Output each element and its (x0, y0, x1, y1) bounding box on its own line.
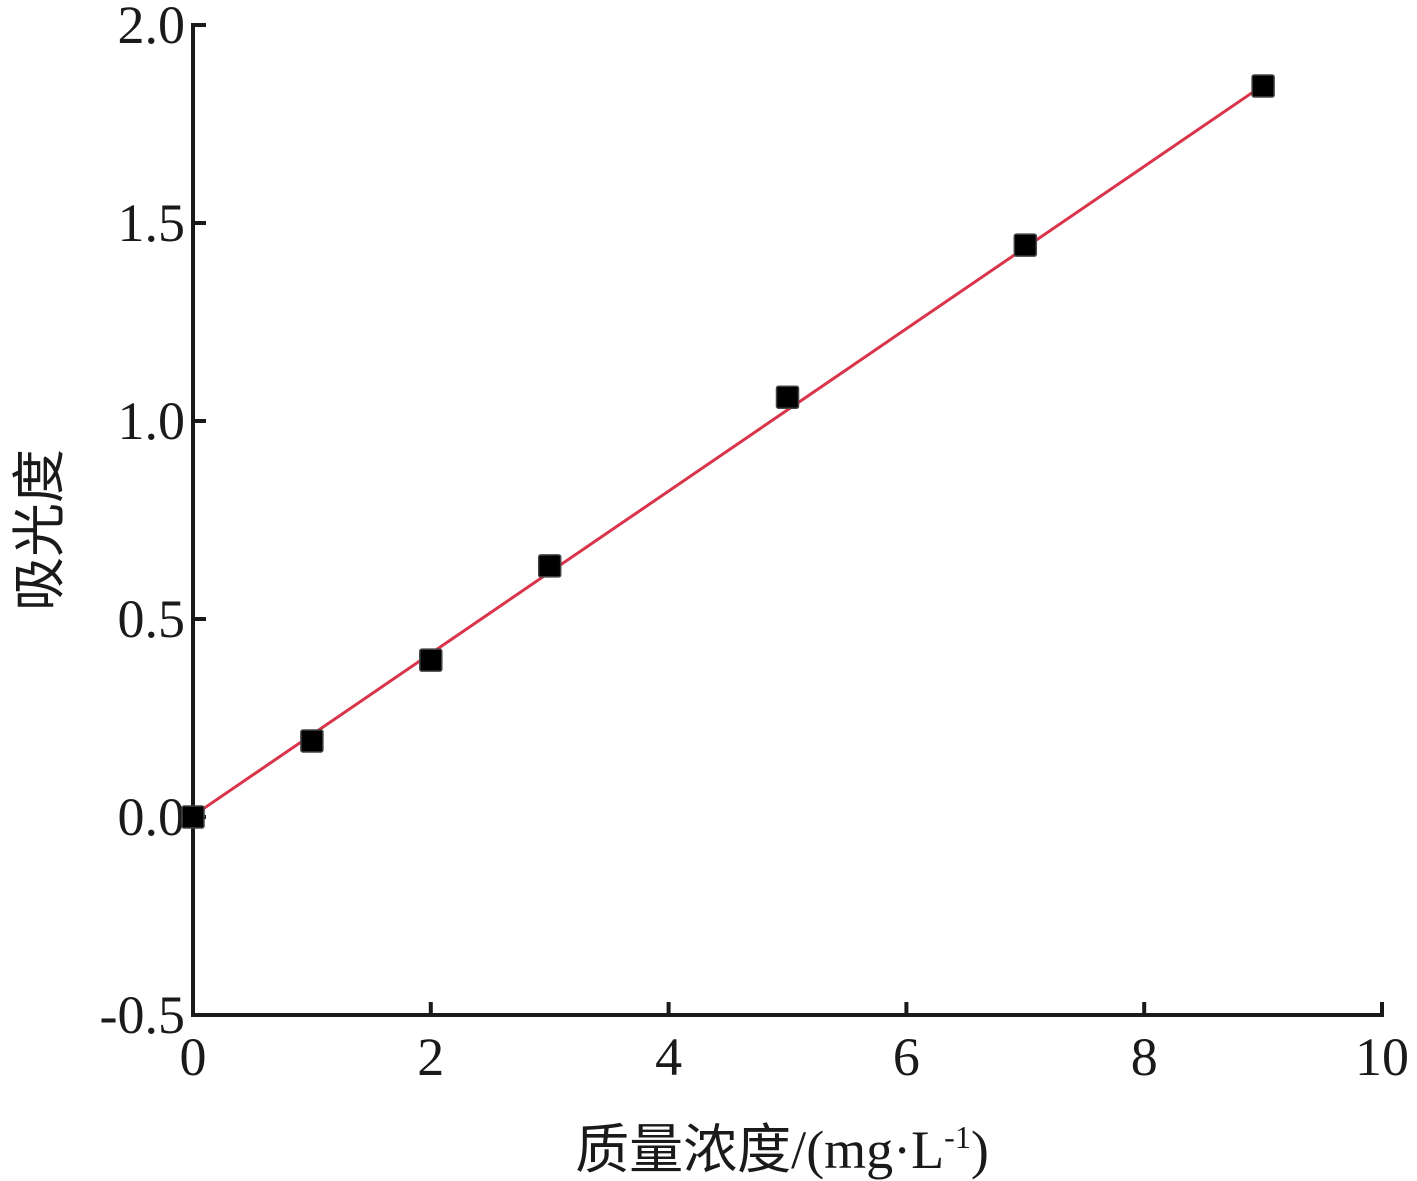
data-point (775, 385, 800, 409)
data-point (300, 729, 324, 753)
data-point (537, 554, 562, 578)
y-tick-label: 1.5 (118, 193, 186, 253)
data-point (1013, 233, 1038, 257)
y-axis-label: 吸光度 (10, 449, 70, 611)
x-tick-label: 8 (1131, 1027, 1158, 1087)
x-tick-label: 10 (1355, 1027, 1409, 1087)
x-tick-label: 0 (180, 1027, 207, 1087)
y-tick-label: 0.0 (118, 787, 186, 847)
x-axis-label: 质量浓度/(mg·L-1) (575, 1119, 989, 1180)
x-tick-label: 4 (655, 1027, 682, 1087)
y-tick-label: -0.5 (100, 985, 185, 1045)
y-tick-label: 0.5 (118, 589, 186, 649)
x-tick-label: 2 (417, 1027, 444, 1087)
y-tick-label: 1.0 (118, 391, 186, 451)
y-tick-label: 2.0 (118, 0, 186, 55)
fit-line (192, 83, 1264, 818)
data-point (419, 648, 443, 672)
x-tick-label: 6 (893, 1027, 920, 1087)
data-point (1251, 74, 1275, 98)
x-label-suffix: ) (971, 1120, 989, 1180)
x-label-text: 质量浓度/(mg·L (575, 1120, 944, 1180)
data-point (181, 805, 205, 829)
x-label-superscript: -1 (944, 1119, 971, 1155)
